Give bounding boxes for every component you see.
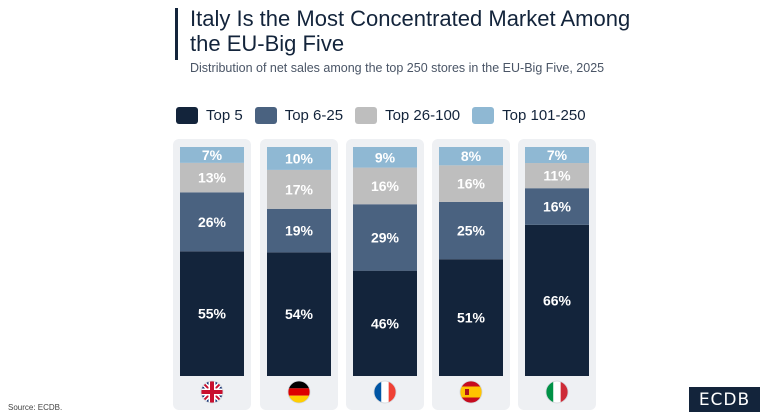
bar-segment-united-kingdom-top-26-100	[180, 162, 244, 193]
france-flag-icon	[373, 380, 397, 404]
legend-label-top-5: Top 5	[206, 106, 243, 124]
data-label-united-kingdom-top-5: 55%	[198, 306, 227, 322]
data-label-france-top-26-100: 16%	[371, 178, 400, 194]
italy-flag-icon	[545, 380, 569, 404]
data-label-italy-top-6-25: 16%	[543, 199, 572, 215]
data-label-france-top-5: 46%	[371, 315, 400, 331]
germany-flag-icon	[287, 380, 311, 404]
legend-label-top-26-100: Top 26-100	[385, 106, 461, 124]
bar-segment-italy-top-26-100	[525, 163, 589, 189]
bar-segment-spain-top-101-250	[439, 147, 503, 166]
data-label-france-top-6-25: 29%	[371, 229, 400, 245]
data-label-germany-top-26-100: 17%	[285, 181, 314, 197]
bar-segment-united-kingdom-top-5	[180, 251, 244, 376]
source-note: Source: ECDB.	[8, 403, 63, 412]
legend-label-top-6-25: Top 6-25	[284, 106, 344, 124]
bar-segment-italy-top-5	[525, 224, 589, 376]
legend-item-top-6-25: Top 6-25	[254, 106, 344, 124]
title-accent-bar	[175, 8, 178, 60]
bar-segment-spain-top-26-100	[439, 165, 503, 202]
legend-label-top-101-250: Top 101-250	[502, 106, 586, 124]
bar-segment-united-kingdom-top-6-25	[180, 192, 244, 252]
chart-subtitle: Distribution of net sales among the top …	[190, 61, 605, 75]
bar-segment-italy-top-101-250	[525, 147, 589, 164]
bar-segment-united-kingdom-top-101-250	[180, 147, 244, 163]
bar-segment-france-top-101-250	[353, 147, 417, 168]
data-label-italy-top-5: 66%	[543, 292, 572, 308]
data-label-united-kingdom-top-6-25: 26%	[198, 214, 227, 230]
bar-segment-spain-top-6-25	[439, 201, 503, 260]
spain-flag-icon	[459, 380, 483, 404]
data-label-spain-top-6-25: 25%	[457, 223, 486, 239]
data-label-germany-top-5: 54%	[285, 306, 314, 322]
data-label-united-kingdom-top-26-100: 13%	[198, 170, 227, 186]
legend-swatch-top-101-250	[472, 106, 495, 124]
bar-segment-germany-top-6-25	[267, 208, 331, 253]
bar-segment-france-top-26-100	[353, 167, 417, 205]
data-label-italy-top-26-100: 11%	[543, 168, 571, 184]
legend-item-top-101-250: Top 101-250	[472, 106, 586, 124]
bar-segment-germany-top-26-100	[267, 169, 331, 209]
data-label-united-kingdom-top-101-250: 7%	[202, 147, 223, 163]
data-label-italy-top-101-250: 7%	[547, 147, 568, 163]
data-label-germany-top-101-250: 10%	[285, 150, 314, 166]
bar-segment-spain-top-5	[439, 259, 503, 376]
data-label-spain-top-26-100: 16%	[457, 176, 486, 192]
bar-segment-germany-top-101-250	[267, 147, 331, 170]
legend-item-top-26-100: Top 26-100	[355, 106, 461, 124]
legend: Top 5 Top 6-25 Top 26-100 Top 101-250	[176, 104, 598, 126]
bar-segment-france-top-5	[353, 270, 417, 376]
legend-item-top-5: Top 5	[176, 106, 243, 124]
bar-segment-france-top-6-25	[353, 204, 417, 271]
ecdb-logo: ECDB	[689, 387, 760, 412]
data-label-france-top-101-250: 9%	[375, 149, 396, 165]
data-label-spain-top-101-250: 8%	[461, 148, 482, 164]
uk-flag-icon	[200, 380, 224, 404]
legend-swatch-top-26-100	[355, 106, 378, 124]
data-label-germany-top-6-25: 19%	[285, 223, 314, 239]
chart-title: Italy Is the Most Concentrated Market Am…	[190, 6, 631, 56]
legend-swatch-top-5	[176, 106, 198, 124]
bar-segment-italy-top-6-25	[525, 188, 589, 225]
data-label-spain-top-5: 51%	[457, 310, 486, 326]
legend-swatch-top-6-25	[254, 106, 277, 124]
bar-segment-germany-top-5	[267, 252, 331, 376]
